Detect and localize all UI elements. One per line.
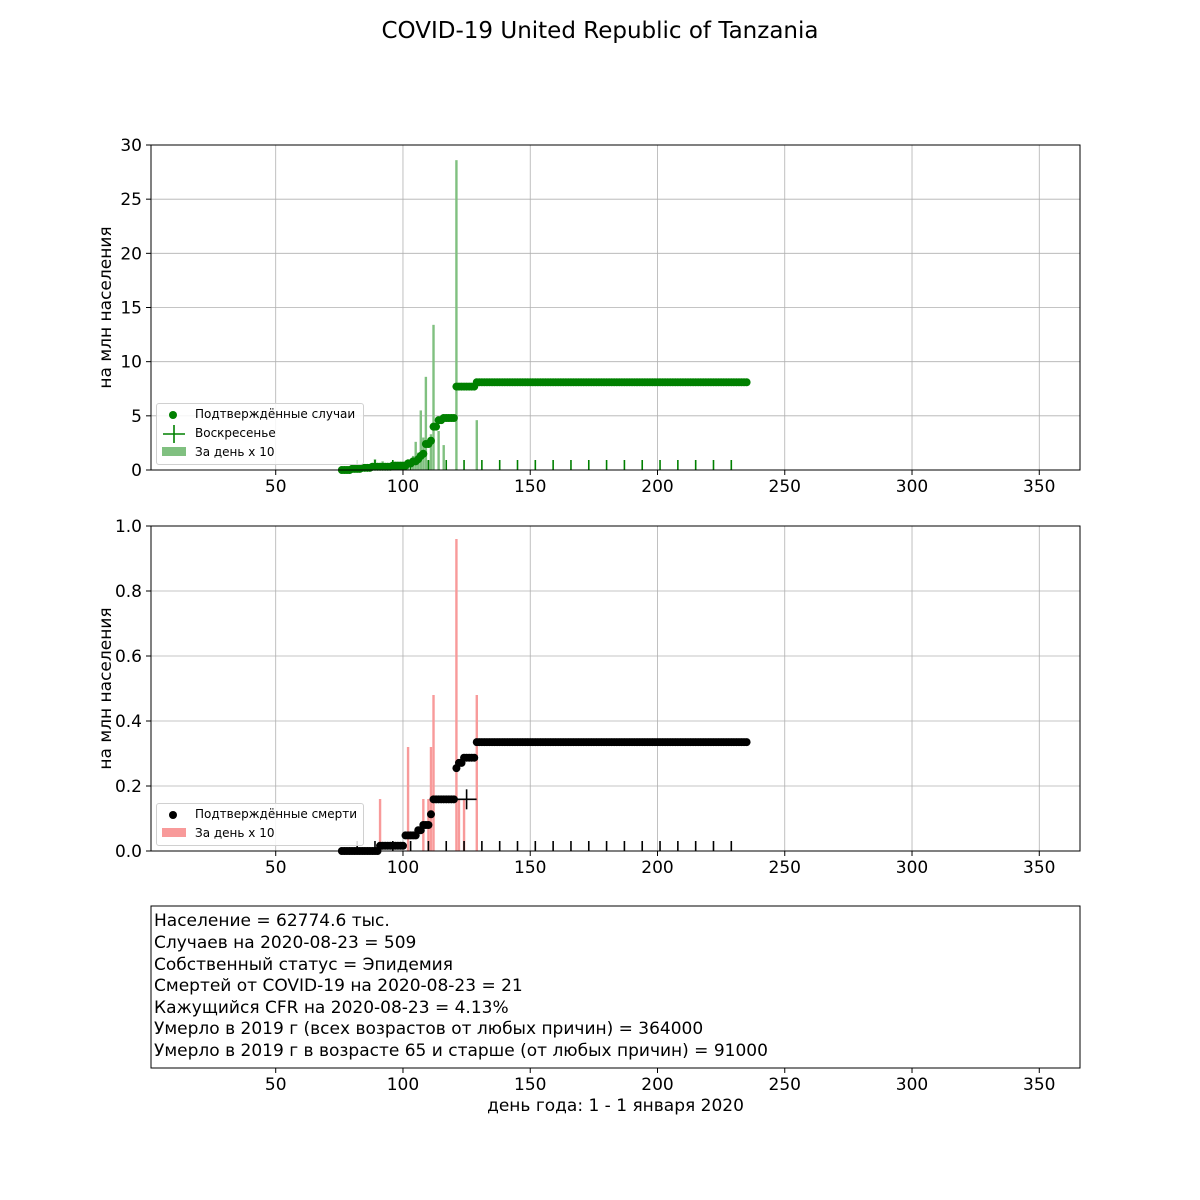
info-population: Население = 62774.6 тыс.: [154, 911, 390, 931]
legend-label-deaths: Подтверждённые смерти: [195, 807, 358, 821]
info-cases: Случаев на 2020-08-23 = 509: [154, 933, 417, 953]
daily-bar: [432, 324, 435, 470]
x-tick-label: 100: [387, 477, 419, 497]
daily-bar: [406, 747, 410, 851]
green-bar-swatch-icon: [162, 447, 186, 456]
daily-bar: [442, 445, 445, 470]
cumulative-point: [742, 738, 751, 747]
legend-item-daily-deaths: За день x 10: [157, 825, 363, 843]
cumulative-point: [742, 378, 751, 387]
y-tick-label: 5: [131, 407, 142, 427]
legend-item-daily-cases: За день x 10: [157, 444, 363, 462]
info-died-all-ages: Умерло в 2019 г (всех возрастов от любых…: [154, 1019, 704, 1039]
daily-bar: [475, 420, 478, 470]
cumulative-point: [426, 436, 435, 445]
chart-panel-1: 50 100 150 200 250 300 350 0.0 0.2 0.4 0.6 0.8 1.0 на…: [96, 517, 1081, 878]
x-tick-label: 150: [514, 858, 546, 878]
cumulative-point: [398, 841, 407, 850]
figure-title: COVID-19 United Republic of Tanzania: [381, 18, 819, 44]
legend-label-cases: Подтверждённые случаи: [195, 407, 356, 421]
info-panel: Население = 62774.6 тыс. Случаев на 2020…: [151, 906, 1080, 1068]
cumulative-point: [426, 810, 435, 819]
info-status: Собственный статус = Эпидемия: [154, 955, 453, 975]
cross-marker-icon: [163, 425, 185, 443]
cases-legend: Подтверждённые случаи Воскресенье За ден…: [156, 403, 364, 465]
y-axis-label: на млн населения: [96, 607, 116, 769]
info-frame: [150, 905, 1081, 1069]
y-tick-label: 0.0: [115, 842, 142, 862]
daily-bar: [429, 434, 433, 470]
x-tick-label: 350: [1023, 858, 1055, 878]
x-tick-label: 350: [1023, 477, 1055, 497]
y-tick-label: 25: [120, 190, 142, 210]
x-tick-label: 50: [265, 477, 287, 497]
y-tick-label: 1.0: [115, 517, 142, 537]
chart-panel-0: 50 100 150 200 250 300 350 0 5 10 15 20 25 30 на млн н…: [96, 136, 1081, 497]
x-tick-label: 50: [265, 1075, 287, 1095]
x-tick-label: 150: [514, 477, 546, 497]
info-died-65plus: Умерло в 2019 г в возрасте 65 и старше (…: [154, 1041, 768, 1061]
cumulative-point: [449, 795, 458, 804]
x-tick-label: 300: [896, 858, 928, 878]
daily-bar: [437, 431, 440, 470]
daily-bar: [462, 799, 466, 851]
y-tick-label: 0.6: [115, 647, 142, 667]
x-axis-label: день года: 1 - 1 января 2020: [487, 1096, 744, 1116]
y-tick-label: 15: [120, 299, 142, 319]
legend-item-cases: Подтверждённые случаи: [157, 406, 363, 424]
x-tick-label: 300: [896, 477, 928, 497]
daily-bar: [419, 410, 422, 470]
x-tick-label: 250: [769, 477, 801, 497]
daily-bar: [475, 695, 478, 851]
info-deaths: Смертей от COVID-19 на 2020-08-23 = 21: [154, 976, 523, 996]
x-tick-label: 200: [641, 477, 673, 497]
black-dot-icon: [169, 811, 177, 819]
axes-frame: [150, 525, 1081, 852]
x-tick-label: 50: [265, 858, 287, 878]
daily-bar: [414, 441, 417, 470]
red-bar-swatch-icon: [162, 828, 186, 837]
x-tick-label: 200: [641, 1075, 673, 1095]
cumulative-point: [449, 414, 458, 422]
y-tick-label: 0.8: [115, 582, 142, 602]
legend-item-deaths: Подтверждённые смерти: [157, 806, 363, 824]
x-tick-label: 250: [769, 858, 801, 878]
daily-bar: [457, 799, 461, 851]
x-tick-label: 100: [387, 858, 419, 878]
cumulative-point: [432, 422, 441, 431]
x-tick-label: 200: [641, 858, 673, 878]
daily-bar: [455, 539, 458, 851]
y-tick-label: 20: [120, 244, 142, 264]
daily-bar: [424, 376, 428, 470]
legend-label-daily-cases: За день x 10: [195, 445, 275, 459]
legend-item-sunday: Воскресенье: [157, 425, 363, 443]
y-tick-label: 0: [131, 461, 142, 481]
info-cfr: Кажущийся CFR на 2020-08-23 = 4.13%: [154, 998, 509, 1018]
y-tick-label: 0.4: [115, 712, 142, 732]
y-tick-label: 0.2: [115, 777, 142, 797]
x-tick-label: 300: [896, 1075, 928, 1095]
cumulative-point: [419, 449, 428, 458]
daily-bar: [432, 695, 435, 851]
deaths-legend: Подтверждённые смерти За день x 10: [156, 803, 364, 846]
x-tick-label: 250: [769, 1075, 801, 1095]
daily-bar: [455, 160, 458, 470]
legend-label-daily-deaths: За день x 10: [195, 826, 275, 840]
daily-bar: [378, 799, 382, 851]
cumulative-point: [424, 821, 433, 829]
y-axis-label: на млн населения: [96, 226, 116, 388]
green-dot-icon: [169, 411, 177, 419]
y-tick-label: 30: [120, 136, 142, 156]
cumulative-point: [470, 753, 479, 762]
y-tick-label: 10: [120, 353, 142, 373]
legend-label-sunday: Воскресенье: [195, 426, 276, 440]
x-tick-label: 100: [387, 1075, 419, 1095]
x-tick-label: 150: [514, 1075, 546, 1095]
info-axes: 50 100 150 200 250 300 350: [150, 905, 1081, 1095]
x-tick-label: 350: [1023, 1075, 1055, 1095]
